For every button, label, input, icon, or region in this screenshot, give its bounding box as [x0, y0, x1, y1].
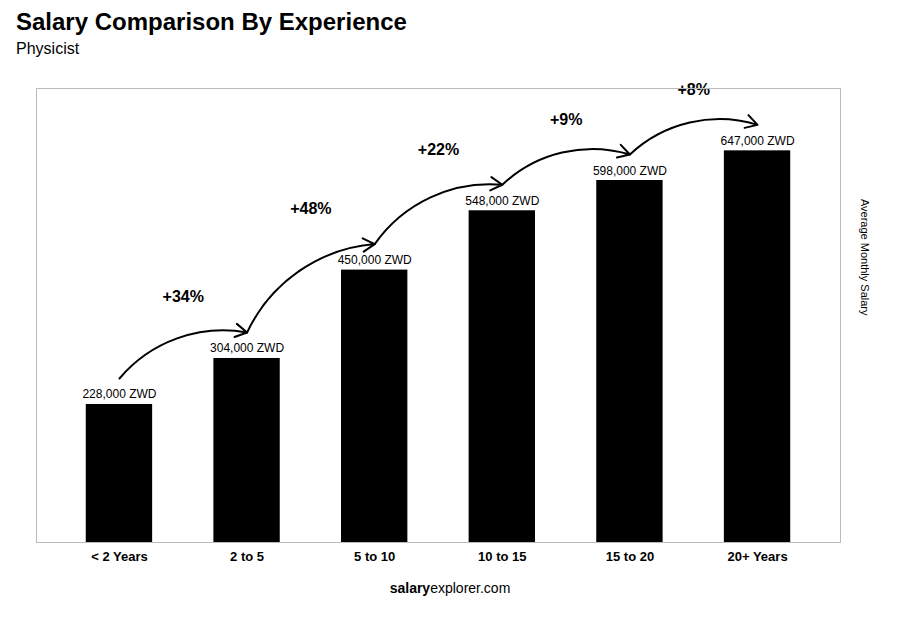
- svg-text:Average Monthly Salary: Average Monthly Salary: [859, 199, 871, 316]
- svg-text:20+ Years: 20+ Years: [727, 549, 787, 564]
- html-text:salary explorer.com: salary explorer.com: [389, 580, 511, 596]
- svg-text:304,000 ZWD: 304,000 ZWD: [210, 341, 284, 355]
- svg-text:+22%: +22%: [418, 141, 459, 158]
- html-text:Salary Comparison By Experienc: Salary Comparison By Experience: [16, 8, 407, 35]
- svg-text:450,000 ZWD: 450,000 ZWD: [338, 253, 412, 267]
- svg-text:+34%: +34%: [163, 288, 204, 305]
- svg-text:548,000 ZWD: 548,000 ZWD: [465, 194, 539, 208]
- svg-text:+9%: +9%: [550, 111, 582, 128]
- svg-text:+8%: +8%: [678, 81, 710, 98]
- svg-text:228,000 ZWD: 228,000 ZWD: [82, 387, 156, 401]
- svg-text:5 to 10: 5 to 10: [354, 549, 395, 564]
- svg-text:< 2 Years: < 2 Years: [91, 549, 148, 564]
- svg-text:598,000 ZWD: 598,000 ZWD: [593, 164, 667, 178]
- svg-text:647,000 ZWD: 647,000 ZWD: [721, 134, 795, 148]
- svg-text:10 to 15: 10 to 15: [478, 549, 526, 564]
- html-text:Physicist: Physicist: [16, 40, 80, 57]
- svg-text:2 to 5: 2 to 5: [230, 549, 264, 564]
- svg-text:15 to 20: 15 to 20: [606, 549, 654, 564]
- svg-text:+48%: +48%: [290, 200, 331, 217]
